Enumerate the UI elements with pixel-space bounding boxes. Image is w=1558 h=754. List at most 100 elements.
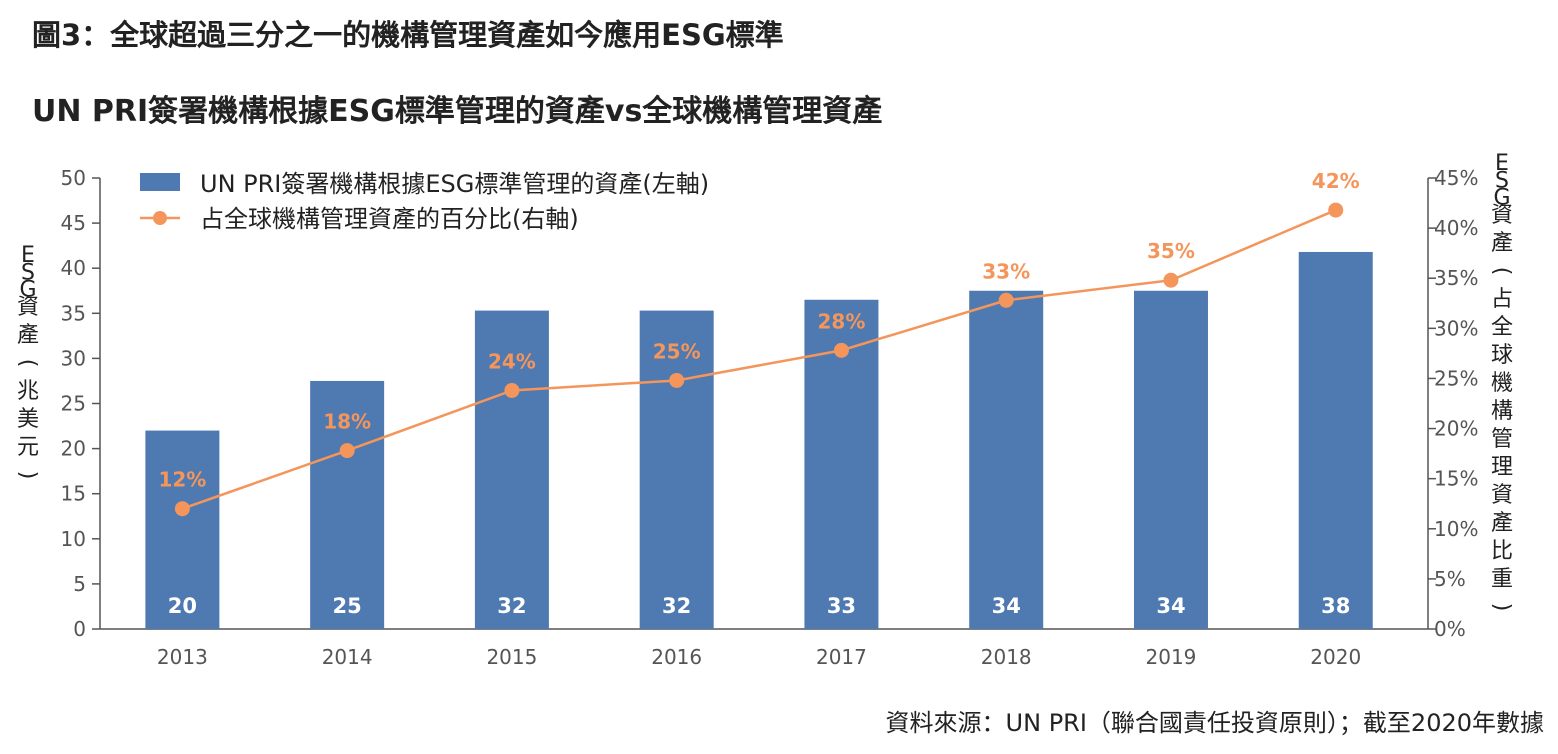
- y-tick-label-right: 40%: [1434, 216, 1478, 240]
- line-point: [339, 443, 355, 459]
- x-tick-label: 2017: [816, 645, 867, 669]
- axis-title-char: G: [19, 278, 36, 303]
- line-point-label: 25%: [653, 339, 701, 363]
- bar-value-label: 34: [1156, 594, 1185, 618]
- bar: [969, 290, 1044, 629]
- y-tick-label-right: 15%: [1434, 467, 1478, 491]
- line-point-label: 42%: [1312, 169, 1360, 193]
- bar-series: 20 25 32 32 33 34 34 38: [145, 251, 1373, 630]
- y-tick-label-right: 25%: [1434, 366, 1478, 390]
- axis-title-char: 資: [17, 295, 39, 320]
- line-point: [833, 342, 849, 358]
- chart-subtitle: UN PRI簽署機構根據ESG標準管理的資產vs全球機構管理資產: [32, 94, 883, 129]
- bar: [474, 310, 549, 629]
- legend-bar-label: UN PRI簽署機構根據ESG標準管理的資產(左軸): [200, 170, 709, 198]
- y-tick-label-right: 0%: [1434, 617, 1466, 641]
- x-tick-label: 2018: [981, 645, 1032, 669]
- line-point-label: 12%: [158, 468, 206, 492]
- y-tick-label-left: 35: [61, 301, 86, 325]
- line-point-label: 24%: [488, 349, 536, 373]
- axis-title-char: E: [21, 243, 35, 268]
- y-tick-label-right: 5%: [1434, 567, 1466, 591]
- x-tick-label: 2016: [651, 645, 702, 669]
- x-tick-label: 2019: [1146, 645, 1197, 669]
- axis-title-char: 比: [1491, 539, 1513, 564]
- axis-title-char: 元: [17, 435, 39, 460]
- y-tick-label-right: 10%: [1434, 517, 1478, 541]
- axis-title-char: 機: [1491, 371, 1513, 396]
- axis-title-char: 理: [1491, 455, 1513, 480]
- y-tick-label-left: 20: [61, 437, 86, 461]
- y-tick-label-left: 10: [61, 527, 86, 551]
- y-tick-label-right: 30%: [1434, 316, 1478, 340]
- x-tick-label: 2015: [486, 645, 537, 669]
- x-tick-label: 2013: [157, 645, 208, 669]
- line-point: [504, 382, 520, 398]
- line-point: [1163, 272, 1179, 288]
- axis-title-char: 資: [1491, 203, 1513, 228]
- bar-value-label: 32: [497, 594, 526, 618]
- y-tick-label-left: 25: [61, 392, 86, 416]
- line-point: [998, 292, 1014, 308]
- line-point-label: 33%: [982, 259, 1030, 283]
- bar-value-label: 20: [168, 594, 197, 618]
- chart-axes: 0 5 10 15 20 25 30 35 40 45 50 0% 5% 10% 15% 20% 25% 30% 3…: [61, 166, 1479, 669]
- line-point: [1328, 202, 1344, 218]
- x-tick-label: 2020: [1310, 645, 1361, 669]
- axis-title-char: 重: [1491, 567, 1513, 592]
- axis-title-char: E: [1495, 151, 1509, 176]
- line-point-label: 18%: [323, 410, 371, 434]
- y-tick-label-left: 15: [61, 482, 86, 506]
- y-tick-label-right: 35%: [1434, 266, 1478, 290]
- bar-value-label: 34: [992, 594, 1021, 618]
- bar-value-label: 38: [1321, 594, 1350, 618]
- axis-title-char: 全: [1491, 315, 1513, 340]
- legend: UN PRI簽署機構根據ESG標準管理的資產(左軸) 占全球機構管理資產的百分比(…: [140, 170, 709, 233]
- line-point: [174, 501, 190, 517]
- axis-title-char: S: [1495, 168, 1509, 193]
- source-note: 資料來源：UN PRI（聯合國責任投資原則）；截至2020年數據: [885, 709, 1544, 737]
- axis-title-char: 球: [1491, 343, 1513, 368]
- axis-title-char: ): [1489, 603, 1514, 612]
- line-point-label: 35%: [1147, 239, 1195, 263]
- line-series: 12% 18% 24% 25% 28% 33% 35% 42%: [158, 169, 1360, 517]
- legend-line-label: 占全球機構管理資產的百分比(右軸): [200, 205, 579, 233]
- bar: [310, 380, 385, 629]
- y-tick-label-left: 30: [61, 346, 86, 370]
- percentage-line: [181, 208, 1337, 510]
- axis-title-char: 兆: [17, 379, 39, 404]
- bar: [145, 430, 220, 629]
- axis-title-char: (: [15, 359, 40, 368]
- axis-title-char: 產: [1491, 511, 1513, 536]
- y-tick-label-left: 40: [61, 256, 86, 280]
- axis-title-char: 產: [1491, 231, 1513, 256]
- y-tick-label-right: 45%: [1434, 166, 1478, 190]
- line-point-label: 28%: [818, 309, 866, 333]
- legend-line-marker: [153, 211, 167, 225]
- bar-value-label: 25: [333, 594, 362, 618]
- bar-value-label: 33: [827, 594, 856, 618]
- y-tick-label-right: 20%: [1434, 417, 1478, 441]
- bar: [1298, 251, 1373, 630]
- bar: [1133, 290, 1208, 629]
- axis-title-char: 美: [17, 407, 39, 432]
- y-tick-label-left: 50: [61, 166, 86, 190]
- legend-bar-swatch: [140, 173, 180, 191]
- axis-title-char: 產: [17, 323, 39, 348]
- axis-title-char: ): [15, 471, 40, 480]
- y-tick-label-left: 0: [73, 617, 86, 641]
- axis-title-char: 管: [1491, 427, 1513, 452]
- axis-title-char: 占: [1491, 287, 1513, 312]
- axis-title-char: G: [1493, 186, 1510, 211]
- x-tick-label: 2014: [322, 645, 373, 669]
- axis-title-char: 構: [1491, 399, 1513, 424]
- bar-value-label: 32: [662, 594, 691, 618]
- axis-title-char: (: [1489, 267, 1514, 276]
- axis-title-char: S: [21, 260, 35, 285]
- y-tick-label-left: 5: [73, 572, 86, 596]
- bar: [639, 310, 714, 629]
